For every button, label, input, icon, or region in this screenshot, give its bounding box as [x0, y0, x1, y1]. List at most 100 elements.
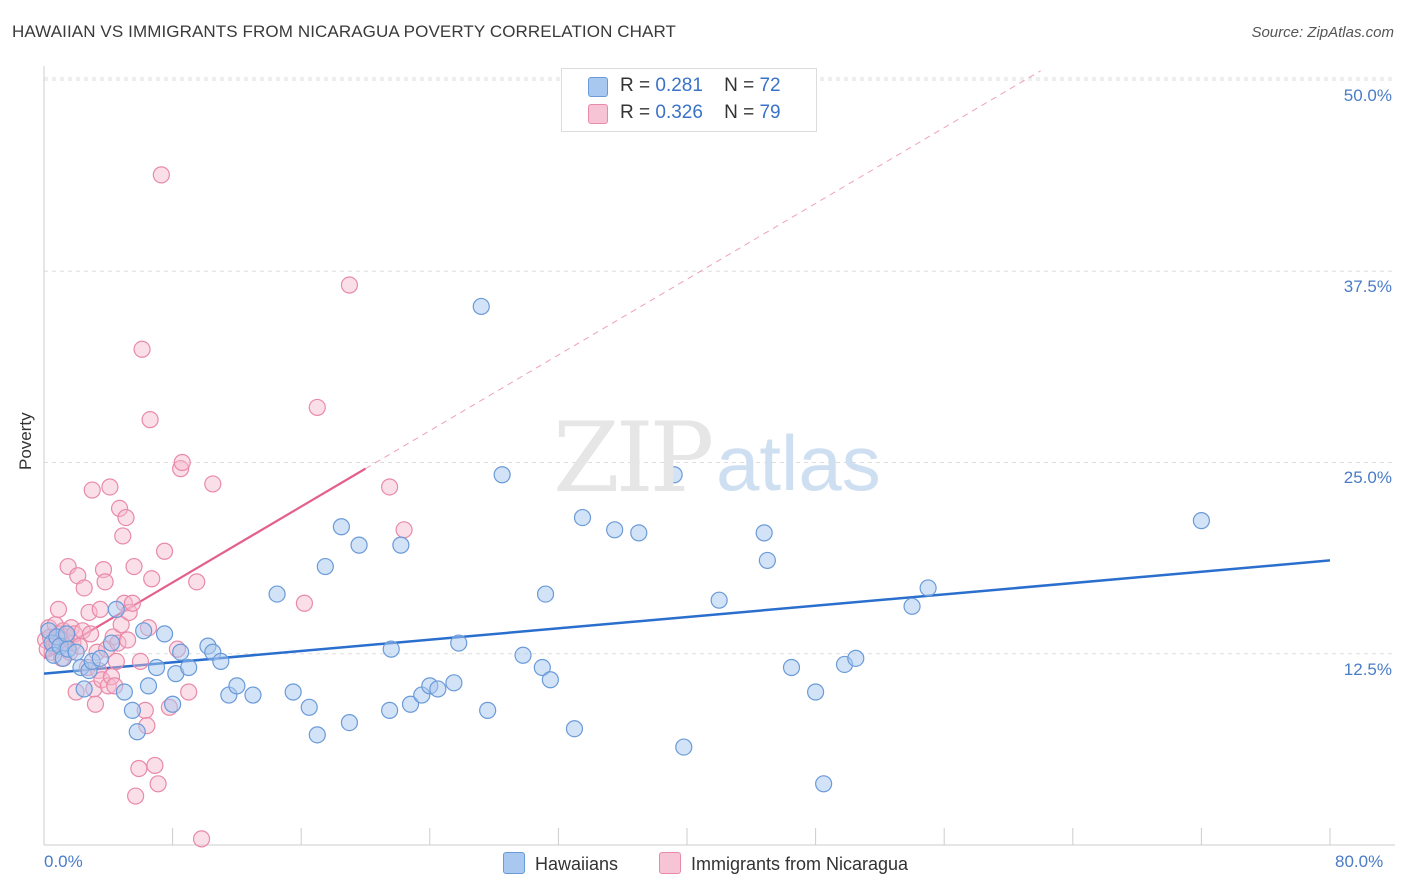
hawaiians-point [675, 738, 693, 756]
hawaiians-point [180, 658, 198, 677]
hawaiians-point [472, 297, 490, 316]
nicaragua-point [114, 527, 132, 545]
nicaragua-point [173, 453, 191, 472]
y-tick-label: 50.0% [1343, 86, 1392, 105]
nicaragua-point [86, 695, 105, 713]
nicaragua-point [107, 652, 125, 671]
nicaragua-point [395, 521, 413, 539]
nicaragua-point [172, 460, 190, 478]
axes [43, 66, 1395, 846]
legend-n-value: 79 [759, 102, 781, 123]
hawaiians-point [164, 695, 182, 713]
chart-title: HAWAIIAN VS IMMIGRANTS FROM NICARAGUA PO… [12, 22, 677, 41]
legend-r-label: R = [620, 75, 651, 96]
hawaiians-point [139, 677, 158, 695]
hawaiians-point [903, 597, 921, 615]
nicaragua-point [112, 616, 130, 634]
legend: R = 0.281 N = 72 R = 0.326 N = 79 [561, 68, 817, 132]
hawaiians-point [57, 625, 76, 643]
x-tick-label: 0.0% [44, 852, 83, 871]
hawaiians-point [107, 600, 125, 618]
hawaiians-point [75, 680, 93, 698]
hawaiians-point [479, 701, 497, 719]
nicaragua-point [49, 600, 68, 618]
hawaiians-point [541, 671, 559, 689]
hawaiians-point [123, 701, 142, 719]
gridlines [44, 77, 1395, 655]
hawaiians-point [606, 521, 624, 539]
nicaragua-point [381, 478, 399, 496]
nicaragua-point [141, 411, 159, 429]
source-label: Source: ZipAtlas.com [1251, 24, 1394, 41]
hawaiians-point [514, 646, 532, 664]
legend-swatch-blue [588, 77, 608, 97]
bottom-legend-nicaragua: Immigrants from Nicaragua [659, 852, 908, 875]
hawaiians-point [228, 677, 246, 695]
nicaragua-point [83, 481, 101, 499]
nicaragua-point [80, 603, 98, 622]
x-tick-label: 80.0% [1335, 852, 1384, 871]
watermark-atlas: atlas [716, 419, 881, 507]
nicaragua-point [130, 759, 148, 778]
nicaragua-point [75, 579, 93, 597]
hawaiians-point [155, 625, 174, 643]
legend-n-label: N = [724, 75, 755, 96]
hawaiians-point [300, 698, 318, 716]
nicaragua-point [96, 573, 114, 591]
hawaiians-point [429, 680, 447, 698]
hawaiians-point [665, 466, 683, 484]
hawaiians-point [340, 713, 359, 732]
nicaragua-point [110, 499, 129, 517]
data-points [37, 166, 1211, 848]
bottom-legend-hawaiians: Hawaiians [503, 852, 618, 875]
hawaiians-trend-line [43, 559, 1331, 675]
hawaiians-point [381, 701, 399, 719]
hawaiians-point [536, 585, 555, 603]
nicaragua-point [102, 668, 121, 686]
nicaragua-point [152, 166, 170, 184]
hawaiians-point [758, 551, 776, 570]
hawaiians-point [332, 518, 350, 536]
hawaiians-point [91, 649, 109, 667]
legend-n-label: N = [724, 102, 755, 123]
hawaiians-point [445, 674, 463, 692]
legend-label-nicaragua: Immigrants from Nicaragua [691, 854, 909, 874]
legend-n-value: 72 [759, 75, 781, 96]
hawaiians-point [147, 658, 166, 677]
watermark-zip: ZIP [553, 402, 714, 514]
nicaragua-point [204, 475, 222, 493]
hawaiians-point [493, 466, 511, 484]
trend-lines [43, 70, 1331, 675]
hawaiians-point [67, 643, 85, 661]
legend-r-value: 0.326 [655, 102, 703, 123]
nicaragua-trend-line [43, 467, 367, 660]
nicaragua-point [340, 276, 359, 294]
hawaiians-point [115, 683, 133, 701]
legend-swatch-blue [503, 852, 525, 874]
hawaiians-point [782, 658, 801, 677]
nicaragua-point [155, 542, 174, 560]
nicaragua-point [131, 652, 150, 671]
hawaiians-point [382, 640, 400, 658]
nicaragua-point [180, 683, 198, 701]
nicaragua-point [117, 508, 135, 527]
hawaiians-point [308, 726, 326, 744]
hawaiians-point [533, 658, 551, 677]
nicaragua-point [127, 787, 145, 805]
hawaiians-point [102, 634, 121, 652]
nicaragua-point [101, 478, 119, 496]
hawaiians-point [1192, 512, 1211, 530]
nicaragua-point [125, 557, 143, 576]
nicaragua-point [123, 594, 142, 612]
hawaiians-point [316, 557, 334, 576]
hawaiians-point [392, 536, 410, 554]
hawaiians-point [268, 585, 286, 603]
y-axis-label: Poverty [16, 412, 35, 470]
hawaiians-point [172, 643, 190, 661]
hawaiians-point [212, 652, 230, 671]
legend-r-value: 0.281 [655, 75, 703, 96]
y-tick-label: 12.5% [1343, 660, 1392, 679]
nicaragua-point [149, 775, 167, 793]
hawaiians-point [284, 683, 302, 701]
